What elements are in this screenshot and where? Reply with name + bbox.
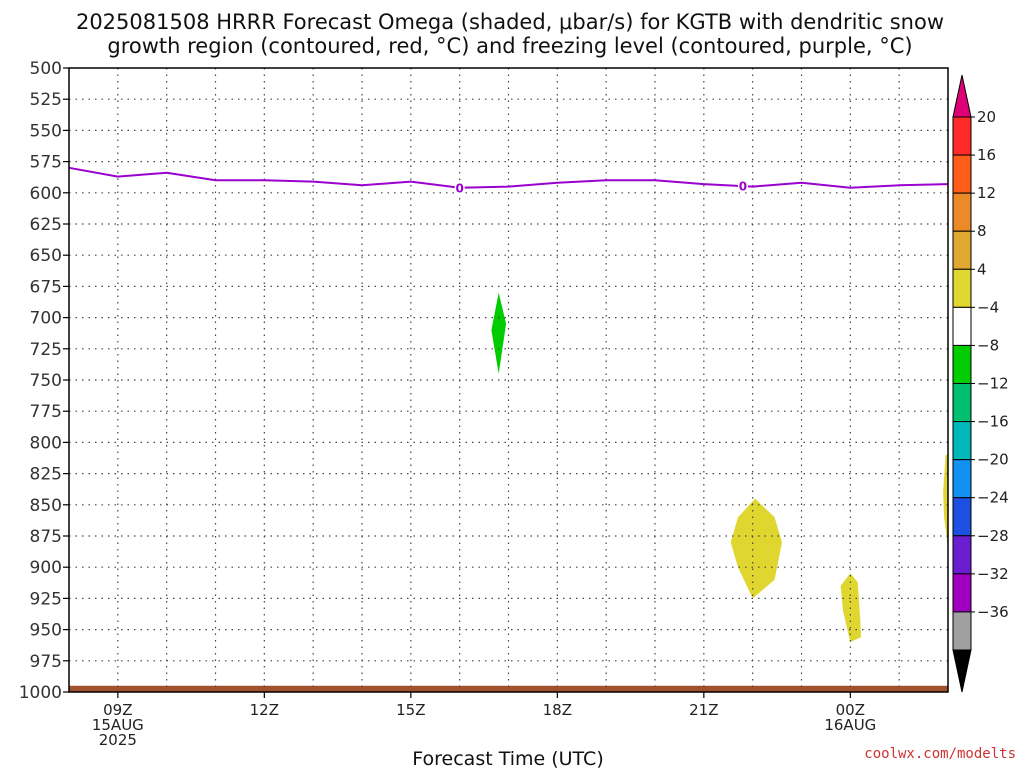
colorbar-label: 12 [977,184,996,202]
x-tick-label: 16AUG [824,716,876,734]
x-tick-label: 12Z [250,701,279,719]
contour-label-bg [737,179,748,193]
y-tick-label: 675 [30,277,62,297]
y-tick-label: 650 [30,246,62,266]
colorbar-label: −4 [977,298,999,316]
colorbar-band [952,459,972,499]
omega-region-4 [943,454,948,549]
plot-area: 0 0 500 525 550 575 600 625 650 675 700 725 750 775 80… [19,59,949,749]
colorbar-band [952,230,972,270]
colorbar-label: −8 [977,336,999,354]
omega-region-2 [730,498,782,599]
y-tick-label: 850 [30,496,62,516]
colorbar-label: 20 [977,108,996,126]
y-tick-label: 700 [30,309,62,329]
colorbar-label: −28 [977,527,1009,545]
colorbar-band [952,421,972,461]
colorbar-band [952,154,972,194]
colorbar-band [952,383,972,423]
y-tick-label: 750 [30,371,62,391]
colorbar-band [952,344,972,384]
x-tick-label: 21Z [689,701,718,719]
y-tick-label: 925 [30,589,62,609]
y-tick-label: 1000 [19,683,62,703]
colorbar-top-arrow [952,74,972,118]
colorbar-band [952,573,972,613]
y-tick-label: 575 [30,153,62,173]
colorbar-band [952,497,972,537]
colorbar-bottom-arrow [952,649,972,693]
y-tick-label: 975 [30,652,62,672]
colorbar-label: −24 [977,489,1009,507]
x-tick-label: 15Z [396,701,425,719]
colorbar-band [952,611,972,651]
chart-title-line-1: 2025081508 HRRR Forecast Omega (shaded, … [76,10,944,34]
colorbar-label: 4 [977,260,987,278]
freezing-level-line [68,166,949,189]
y-tick-label: 825 [30,465,62,485]
colorbar-band [952,306,972,346]
colorbar-label: −20 [977,451,1009,469]
y-tick-label: 875 [30,527,62,547]
contour-label-bg [454,180,465,194]
colorbar-label: −32 [977,565,1009,583]
ground-band [69,685,948,692]
x-tick-label: 09Z [103,701,132,719]
x-tick-label: 18Z [543,701,572,719]
credit-text: coolwx.com/modelts [864,746,1016,762]
y-tick-label: 900 [30,558,62,578]
freezing-level-label: 0 [455,181,463,195]
colorbar-label: 16 [977,146,996,164]
y-tick-label: 600 [30,184,62,204]
y-tick-label: 950 [30,621,62,641]
colorbar-band [952,192,972,232]
colorbar-label: −12 [977,375,1009,393]
x-tick-label: 2025 [99,731,137,749]
y-tick-label: 725 [30,340,62,360]
y-tick-label: 775 [30,402,62,422]
y-tick-label: 525 [30,90,62,110]
colorbar: 20 16 12 8 4 −4 −8 −12 −16 −20 −24 −28 −32 −36 [952,74,1009,693]
x-axis-label: Forecast Time (UTC) [412,748,603,768]
x-tick-label: 15AUG [92,716,144,734]
colorbar-label: 8 [977,222,987,240]
x-tick-label: 00Z [836,701,865,719]
freezing-level-label: 0 [739,180,747,194]
colorbar-band [952,116,972,156]
colorbar-label: −16 [977,413,1009,431]
omega-region-1 [491,292,507,374]
y-tick-label: 625 [30,215,62,235]
y-tick-label: 500 [30,59,62,79]
colorbar-band [952,268,972,308]
colorbar-label: −36 [977,603,1009,621]
colorbar-band [952,535,972,575]
y-tick-label: 550 [30,121,62,141]
chart-title-line-2: growth region (contoured, red, °C) and f… [107,34,912,58]
y-tick-label: 800 [30,433,62,453]
